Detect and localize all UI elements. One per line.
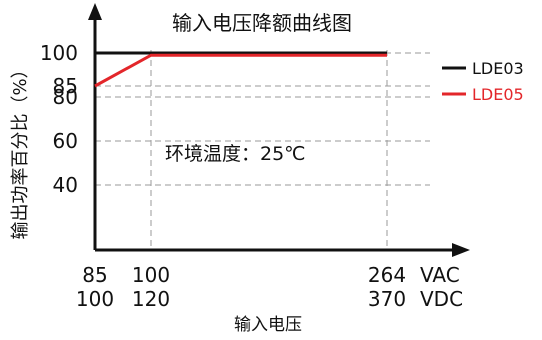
legend-label-lde03: LDE03 — [472, 59, 524, 78]
x-tick-label-vac: 264 — [368, 263, 406, 287]
y-tick-label: 100 — [40, 41, 78, 65]
ambient-temp-annotation: 环境温度：25℃ — [165, 143, 306, 165]
y-tick-label: 40 — [53, 173, 78, 197]
x-tick-label-vac: 100 — [132, 263, 170, 287]
x-tick-label-vdc: 120 — [132, 287, 170, 311]
x-axis-arrow — [452, 243, 470, 257]
x-unit-vac: VAC — [420, 263, 460, 287]
series-layer — [94, 51, 387, 88]
x-tick-label-vdc: 100 — [76, 287, 114, 311]
legend: LDE03 LDE05 — [442, 59, 524, 104]
x-axis-label: 输入电压 — [234, 315, 302, 335]
x-tick-label-vdc: 370 — [368, 287, 406, 311]
y-tick-label: 60 — [53, 129, 78, 153]
y-tick-label: 85 — [53, 74, 78, 98]
x-tick-label-vac: 85 — [82, 263, 107, 287]
y-axis-arrow — [88, 3, 102, 20]
y-axis-label: 输出功率百分比（%） — [10, 60, 31, 239]
x-unit-vdc: VDC — [420, 287, 463, 311]
legend-label-lde05: LDE05 — [472, 85, 524, 104]
y-tick-label: 80 — [53, 85, 78, 109]
series-line-lde05 — [94, 53, 387, 88]
chart-title: 输入电压降额曲线图 — [172, 11, 352, 35]
